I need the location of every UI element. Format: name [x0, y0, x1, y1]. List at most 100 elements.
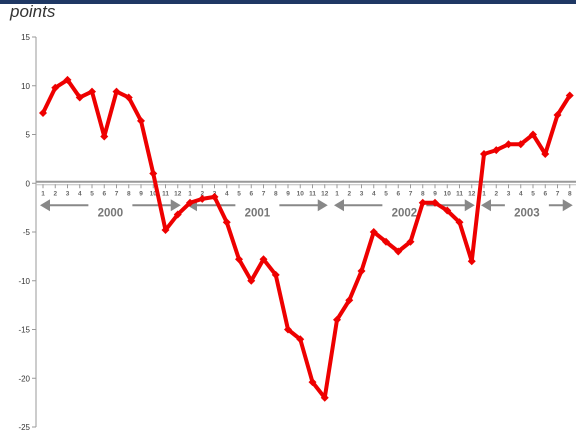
- data-point: [308, 378, 317, 387]
- data-point: [247, 276, 256, 285]
- data-point: [271, 270, 280, 279]
- year-arrow-left-head: [40, 199, 50, 212]
- y-tick-label: 0: [26, 179, 31, 188]
- data-point: [137, 116, 145, 125]
- month-label: 2: [53, 190, 57, 197]
- data-point: [406, 237, 415, 246]
- month-label: 4: [519, 190, 523, 197]
- data-point: [369, 228, 378, 236]
- data-point: [333, 315, 341, 324]
- month-label: 8: [274, 190, 278, 197]
- year-labels: 2000 2001 2002 2003: [40, 199, 573, 219]
- y-tick-label: 15: [21, 33, 30, 42]
- data-point: [504, 140, 513, 149]
- y-tick-label: -5: [23, 228, 31, 237]
- data-point: [553, 111, 562, 119]
- month-label: 7: [115, 190, 119, 197]
- data-point: [186, 198, 194, 207]
- data-point: [516, 140, 525, 149]
- year-arrow-right-head: [170, 199, 181, 212]
- y-tick-label: 10: [21, 82, 30, 91]
- data-point: [63, 75, 72, 84]
- data-point: [345, 296, 354, 305]
- data-point: [284, 325, 292, 334]
- data-point: [565, 91, 574, 100]
- data-point: [492, 146, 501, 155]
- data-point: [541, 150, 550, 158]
- data-point: [431, 198, 439, 207]
- data-point: [480, 150, 488, 158]
- y-tick-label: -15: [18, 326, 30, 335]
- month-label: 2: [347, 190, 351, 197]
- data-point: [88, 87, 96, 96]
- y-tick-label: -20: [18, 374, 30, 383]
- month-label: 9: [286, 190, 290, 197]
- y-tick-label: -25: [18, 423, 30, 432]
- month-label: 12: [174, 190, 182, 197]
- data-point: [112, 87, 121, 96]
- month-label: 8: [127, 190, 131, 197]
- y-tick-label: -10: [18, 277, 30, 286]
- series-layer: [39, 75, 574, 402]
- month-label: 4: [225, 190, 229, 197]
- month-label: 3: [507, 190, 511, 197]
- month-label: 6: [543, 190, 547, 197]
- month-label: 8: [421, 190, 425, 197]
- data-point: [443, 206, 452, 215]
- month-label: 10: [444, 190, 452, 197]
- month-label: 2: [494, 190, 498, 197]
- month-label: 3: [360, 190, 364, 197]
- month-label: 9: [139, 190, 143, 197]
- data-point: [394, 247, 403, 256]
- month-label: 1: [335, 190, 339, 197]
- data-point: [467, 257, 476, 266]
- month-label: 12: [321, 190, 329, 197]
- data-point: [382, 237, 390, 246]
- data-point: [357, 267, 366, 275]
- data-point: [529, 130, 537, 139]
- month-label: 6: [102, 190, 106, 197]
- data-point: [198, 194, 207, 203]
- year-arrow-left-head: [481, 199, 491, 212]
- month-label: 1: [41, 190, 45, 197]
- month-label: 1: [482, 190, 486, 197]
- month-labels: 1234567891011121234567891011121234567891…: [41, 184, 572, 197]
- data-point: [75, 93, 84, 102]
- month-label: 8: [568, 190, 572, 197]
- data-point: [124, 93, 133, 102]
- month-label: 6: [249, 190, 253, 197]
- month-label: 9: [433, 190, 437, 197]
- month-label: 5: [384, 190, 388, 197]
- month-label: 1: [188, 190, 192, 197]
- year-label: 2002: [392, 207, 418, 219]
- month-label: 10: [150, 190, 158, 197]
- series-line: [41, 77, 572, 400]
- data-point: [173, 210, 182, 219]
- year-arrow-left-head: [334, 199, 344, 212]
- data-point: [418, 198, 427, 207]
- month-label: 11: [456, 190, 463, 197]
- month-label: 2: [200, 190, 204, 197]
- year-label: 2000: [98, 207, 124, 219]
- y-axis-unit-label: points: [10, 2, 56, 21]
- top-bar: [0, 0, 576, 4]
- data-point: [296, 335, 305, 344]
- month-label: 5: [90, 190, 94, 197]
- data-point: [149, 169, 158, 178]
- data-point: [259, 255, 268, 264]
- data-point: [161, 226, 170, 235]
- year-label: 2001: [245, 207, 271, 219]
- data-point: [222, 218, 231, 227]
- month-label: 4: [372, 190, 376, 197]
- month-label: 12: [468, 190, 476, 197]
- y-tick-label: 5: [26, 131, 31, 140]
- year-arrow-right-head: [464, 199, 475, 212]
- month-label: 7: [409, 190, 413, 197]
- data-point: [51, 83, 60, 92]
- month-label: 11: [309, 190, 316, 197]
- month-label: 7: [556, 190, 560, 197]
- month-label: 5: [237, 190, 241, 197]
